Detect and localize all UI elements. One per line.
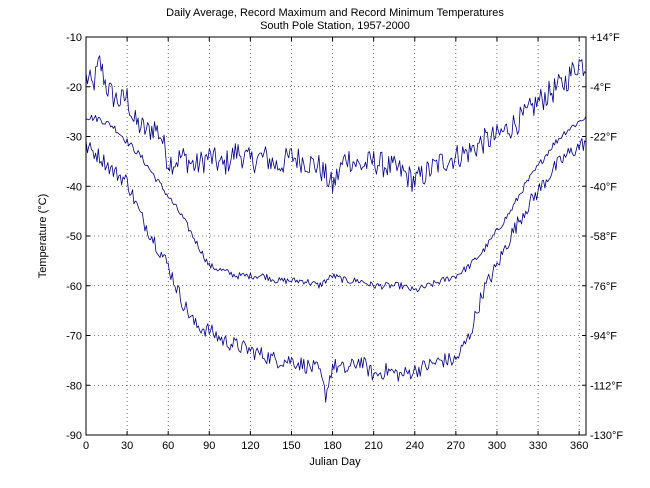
y-tick-label: -90: [66, 430, 82, 442]
y-right-tick-label: +14°F: [590, 32, 620, 44]
y-tick-label: -30: [66, 132, 82, 144]
y-tick-label: -20: [66, 82, 82, 94]
daily-average-line: [85, 114, 587, 293]
y-tick-label: -40: [66, 181, 82, 193]
y-tick-label: -10: [66, 32, 82, 44]
x-tick-label: 120: [241, 440, 259, 452]
x-tick-label: 30: [121, 440, 133, 452]
y-right-tick-label: -22°F: [590, 132, 617, 144]
x-tick-label: 240: [406, 440, 424, 452]
y-tick-label: -70: [66, 331, 82, 343]
x-tick-label: 150: [282, 440, 300, 452]
y-right-tick-label: -4°F: [590, 82, 611, 94]
chart-title: Daily Average, Record Maximum and Record…: [166, 7, 504, 19]
x-tick-label: 90: [203, 440, 215, 452]
y-right-tick-label: -58°F: [590, 231, 617, 243]
axis-ticks: 0 30 60 90 120 150 180 210 240 270 300 330 360 -10 +14…: [66, 32, 623, 452]
x-tick-label: 180: [323, 440, 341, 452]
x-tick-label: 210: [364, 440, 382, 452]
x-tick-label: 60: [162, 440, 174, 452]
y-right-tick-label: -130°F: [590, 430, 623, 442]
y-tick-label: -50: [66, 231, 82, 243]
x-tick-label: 300: [488, 440, 506, 452]
y-tick-label: -60: [66, 281, 82, 293]
y-tick-label: -80: [66, 380, 82, 392]
x-tick-label: 330: [529, 440, 547, 452]
x-tick-label: 270: [447, 440, 465, 452]
y-axis-label: Temperature (°C): [37, 194, 49, 278]
y-right-tick-label: -76°F: [590, 281, 617, 293]
y-right-tick-label: -112°F: [590, 380, 623, 392]
x-tick-label: 0: [83, 440, 89, 452]
x-tick-label: 360: [570, 440, 588, 452]
series-lines: [85, 55, 587, 403]
record-minimum-line: [85, 137, 587, 403]
grid-lines: [86, 37, 586, 435]
chart-subtitle: South Pole Station, 1957-2000: [260, 20, 410, 32]
x-axis-label: Julian Day: [309, 456, 361, 468]
y-right-tick-label: -94°F: [590, 331, 617, 343]
y-right-tick-label: -40°F: [590, 181, 617, 193]
record-maximum-line: [85, 55, 587, 194]
